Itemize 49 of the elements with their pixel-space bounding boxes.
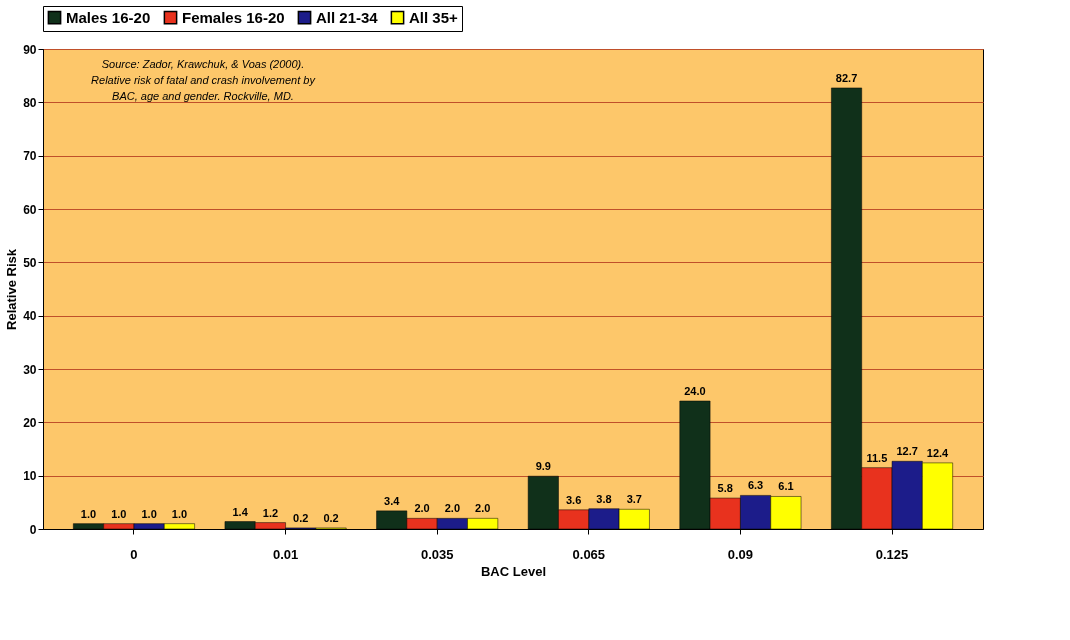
data-label: 12.4 xyxy=(926,446,950,459)
legend-label: Males 16-20 xyxy=(66,8,151,26)
legend-label: All 35+ xyxy=(409,8,459,26)
y-axis-title: Relative Risk xyxy=(4,248,20,330)
data-label: 2.0 xyxy=(414,502,430,515)
y-tick-label: 20 xyxy=(23,415,37,430)
legend-label: All 21-34 xyxy=(316,8,379,26)
data-label: 6.3 xyxy=(747,479,764,492)
y-tick-label: 0 xyxy=(29,522,37,537)
y-tick-label: 50 xyxy=(23,255,37,270)
data-label: 12.7 xyxy=(896,445,918,458)
data-label: 1.0 xyxy=(171,507,188,520)
y-tick-label: 90 xyxy=(23,42,37,57)
annotation: Relative risk of fatal and crash involvement by xyxy=(91,74,317,86)
x-tick-label: 0 xyxy=(130,546,138,562)
y-tick-label: 60 xyxy=(23,202,37,217)
data-label: 3.8 xyxy=(596,492,612,505)
data-label: 1.2 xyxy=(262,506,279,519)
data-label: 2.0 xyxy=(475,502,491,515)
annotation: BAC, age and gender. Rockville, MD. xyxy=(112,90,294,102)
data-label: 0.2 xyxy=(323,511,339,524)
data-label: 3.4 xyxy=(384,494,401,507)
data-label: 6.1 xyxy=(778,480,794,493)
data-label: 24.0 xyxy=(684,385,706,397)
y-tick-label: 10 xyxy=(23,469,37,484)
x-tick-label: 0.065 xyxy=(572,546,606,562)
data-label: 2.0 xyxy=(444,502,460,515)
x-tick-label: 0.125 xyxy=(875,546,909,562)
data-label: 1.0 xyxy=(80,507,97,520)
data-label: 82.7 xyxy=(835,71,858,84)
y-tick-label: 80 xyxy=(23,95,37,110)
annotation: Source: Zador, Krawchuk, & Voas (2000). xyxy=(101,58,305,70)
x-tick-label: 0.09 xyxy=(727,546,754,562)
x-axis-title: BAC Level xyxy=(480,563,547,579)
data-label: 11.5 xyxy=(866,451,888,464)
data-label: 0.2 xyxy=(293,511,309,524)
x-tick-label: 0.035 xyxy=(420,546,454,562)
data-label: 3.6 xyxy=(566,493,582,506)
data-label: 1.0 xyxy=(141,507,157,520)
x-tick-label: 0.01 xyxy=(272,546,299,562)
legend-label: Females 16-20 xyxy=(182,8,285,26)
y-tick-label: 30 xyxy=(23,362,37,377)
data-label: 5.8 xyxy=(717,482,733,495)
data-label: 1.0 xyxy=(111,507,127,520)
data-label: 3.7 xyxy=(626,493,642,506)
y-tick-label: 70 xyxy=(23,149,37,164)
data-label: 9.9 xyxy=(535,460,551,473)
data-label: 1.4 xyxy=(232,505,249,518)
y-tick-label: 40 xyxy=(23,309,37,324)
